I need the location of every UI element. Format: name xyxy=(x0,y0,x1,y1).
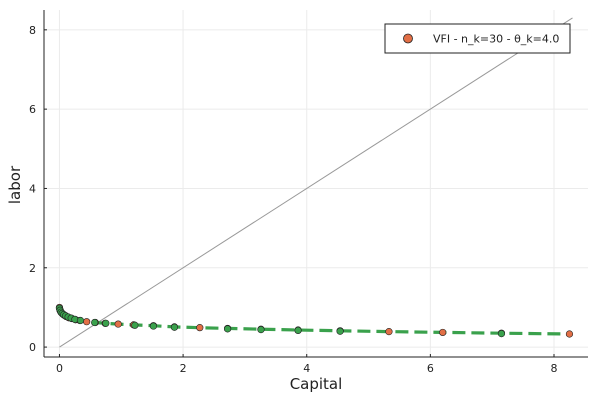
data-point xyxy=(294,326,302,335)
x-tick-label: 0 xyxy=(56,362,63,375)
y-tick-label: 0 xyxy=(29,341,36,354)
data-point xyxy=(76,316,85,325)
y-tick-label: 2 xyxy=(29,262,36,275)
data-point xyxy=(83,318,91,326)
data-point xyxy=(257,326,265,334)
data-point xyxy=(439,328,447,337)
reference-line xyxy=(59,17,573,348)
y-tick-label: 6 xyxy=(29,103,36,116)
legend-box xyxy=(384,23,571,54)
x-tick-label: 4 xyxy=(303,362,310,375)
data-point xyxy=(102,319,110,327)
x-tick-label: 2 xyxy=(180,362,187,375)
x-axis-label: Capital xyxy=(290,375,343,393)
data-point xyxy=(336,327,344,335)
data-point xyxy=(497,330,506,338)
y-tick-label: 4 xyxy=(29,182,36,195)
legend-label: VFI - n_k=30 - θ_k=4.0 xyxy=(433,33,559,46)
policy-dashed-line xyxy=(57,307,570,336)
data-point xyxy=(385,328,393,336)
plot-area xyxy=(55,17,574,348)
legend: VFI - n_k=30 - θ_k=4.0 xyxy=(384,23,571,54)
axes xyxy=(43,10,588,358)
data-point xyxy=(196,324,204,332)
y-tick-label: 8 xyxy=(29,24,36,37)
data-point xyxy=(91,318,99,327)
data-point xyxy=(565,330,574,338)
data-point xyxy=(224,325,232,333)
legend-marker xyxy=(403,33,413,44)
data-point xyxy=(170,323,179,331)
x-tick-label: 6 xyxy=(427,362,434,375)
tick-labels: 0 2 4 6 8 0 2 4 6 8 xyxy=(29,24,558,375)
x-tick-label: 8 xyxy=(551,362,558,375)
y-axis-label: labor xyxy=(6,165,24,204)
data-point xyxy=(114,320,122,328)
data-point xyxy=(131,321,139,329)
data-point xyxy=(149,322,158,330)
